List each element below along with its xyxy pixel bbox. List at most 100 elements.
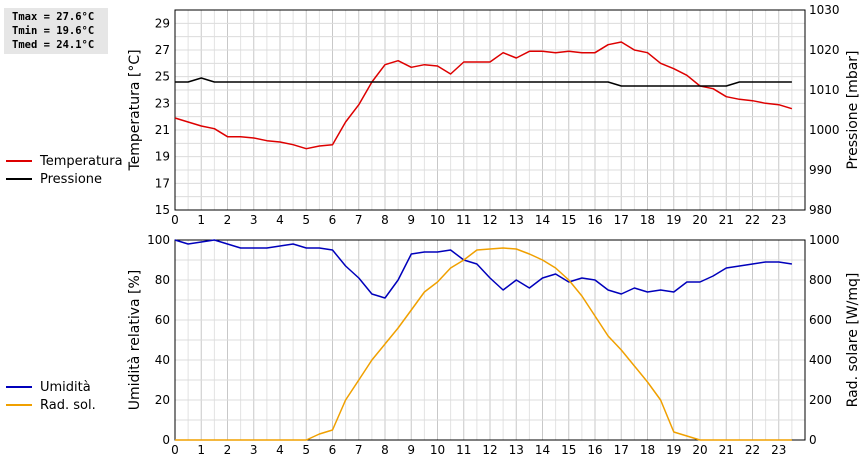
legend-swatch-radsol [6, 404, 32, 406]
chart-panel-0: 0 1 2 3 4 5 6 7 8 9 10 11 12 13 14 15 16 17 18 19 20 21 22 2315… [127, 3, 860, 227]
y2-tick-label: 1000 [809, 123, 840, 137]
legend-label-pressione: Pressione [40, 171, 103, 187]
legend-item-temperatura: Temperatura [6, 152, 123, 170]
y-tick-label: 80 [155, 273, 170, 287]
legend-top: Temperatura Pressione [6, 152, 123, 188]
legend-label-umidita: Umidità [40, 379, 91, 395]
x-tick-label: 10 [430, 213, 445, 227]
x-tick-label: 22 [745, 213, 760, 227]
legend-item-umidita: Umidità [6, 378, 96, 396]
y-tick-label: 40 [155, 353, 170, 367]
x-tick-label: 19 [666, 213, 681, 227]
y-tick-label: 15 [155, 203, 170, 217]
x-tick-label: 20 [692, 443, 707, 457]
legend-label-radsol: Rad. sol. [40, 397, 96, 413]
x-tick-label: 8 [381, 213, 389, 227]
x-tick-label: 5 [302, 443, 310, 457]
x-tick-label: 12 [482, 213, 497, 227]
x-tick-label: 16 [587, 443, 602, 457]
legend-swatch-pressione [6, 178, 32, 180]
x-tick-label: 18 [640, 213, 655, 227]
x-tick-label: 23 [771, 213, 786, 227]
legend-swatch-umidita [6, 386, 32, 388]
stats-box: Tmax = 27.6°C Tmin = 19.6°C Tmed = 24.1°… [4, 8, 108, 54]
y2-tick-label: 1030 [809, 3, 840, 17]
y-axis-label: Umidità relativa [%] [127, 270, 143, 411]
plot-frame [174, 9, 806, 211]
x-tick-label: 18 [640, 443, 655, 457]
y-tick-label: 27 [155, 43, 170, 57]
y-tick-label: 17 [155, 176, 170, 190]
x-tick-label: 12 [482, 443, 497, 457]
y2-tick-label: 0 [809, 433, 817, 447]
y-tick-label: 21 [155, 123, 170, 137]
plot-frame [174, 239, 806, 441]
x-tick-label: 13 [509, 213, 524, 227]
tmin-stat: Tmin = 19.6°C [12, 25, 95, 37]
y-tick-label: 19 [155, 150, 170, 164]
y-tick-label: 60 [155, 313, 170, 327]
y-tick-label: 25 [155, 70, 170, 84]
x-tick-label: 6 [329, 443, 337, 457]
x-tick-label: 5 [302, 213, 310, 227]
x-tick-label: 6 [329, 213, 337, 227]
x-tick-label: 8 [381, 443, 389, 457]
x-tick-label: 4 [276, 213, 284, 227]
y2-tick-label: 1020 [809, 43, 840, 57]
x-tick-label: 15 [561, 443, 576, 457]
x-tick-label: 20 [692, 213, 707, 227]
tmed-stat: Tmed = 24.1°C [12, 39, 95, 51]
x-tick-label: 3 [250, 213, 258, 227]
y2-axis-label: Rad. solare [W/mq] [845, 273, 860, 408]
y-axis-label: Temperatura [°C] [127, 49, 143, 171]
legend-label-temperatura: Temperatura [40, 153, 123, 169]
x-tick-label: 15 [561, 213, 576, 227]
x-tick-label: 21 [719, 443, 734, 457]
x-tick-label: 1 [197, 213, 205, 227]
x-tick-label: 13 [509, 443, 524, 457]
legend-item-pressione: Pressione [6, 170, 123, 188]
x-tick-label: 4 [276, 443, 284, 457]
x-tick-label: 7 [355, 213, 363, 227]
y-tick-label: 29 [155, 16, 170, 30]
y2-axis-label: Pressione [mbar] [845, 50, 860, 169]
x-tick-label: 7 [355, 443, 363, 457]
y2-tick-label: 1000 [809, 233, 840, 247]
y-tick-label: 0 [162, 433, 170, 447]
y2-tick-label: 800 [809, 273, 832, 287]
x-tick-label: 11 [456, 443, 471, 457]
x-tick-label: 16 [587, 213, 602, 227]
y2-tick-label: 200 [809, 393, 832, 407]
y2-tick-label: 980 [809, 203, 832, 217]
x-tick-label: 1 [197, 443, 205, 457]
y2-tick-label: 600 [809, 313, 832, 327]
y2-tick-label: 1010 [809, 83, 840, 97]
y2-tick-label: 400 [809, 353, 832, 367]
x-tick-label: 21 [719, 213, 734, 227]
legend-swatch-temperatura [6, 160, 32, 162]
x-tick-label: 0 [171, 443, 179, 457]
x-tick-label: 9 [407, 213, 415, 227]
series-line-temperatura [174, 41, 793, 150]
legend-bottom: Umidità Rad. sol. [6, 378, 96, 414]
x-tick-label: 11 [456, 213, 471, 227]
y2-tick-label: 990 [809, 163, 832, 177]
chart-panel-1: 0 1 2 3 4 5 6 7 8 9 10 11 12 13 14 15 16 17 18 19 20 21 22 2302… [127, 233, 860, 457]
y-tick-label: 23 [155, 96, 170, 110]
x-tick-label: 0 [171, 213, 179, 227]
x-tick-label: 3 [250, 443, 258, 457]
series-line-pressione [175, 77, 792, 87]
x-tick-label: 14 [535, 443, 550, 457]
legend-item-radsol: Rad. sol. [6, 396, 96, 414]
x-tick-label: 22 [745, 443, 760, 457]
series-line-umidit [174, 239, 793, 299]
x-tick-label: 19 [666, 443, 681, 457]
x-tick-label: 14 [535, 213, 550, 227]
series-line-rad-sol [175, 247, 792, 441]
x-tick-label: 2 [224, 443, 232, 457]
x-tick-label: 10 [430, 443, 445, 457]
x-tick-label: 17 [614, 213, 629, 227]
x-tick-label: 9 [407, 443, 415, 457]
x-tick-label: 2 [224, 213, 232, 227]
